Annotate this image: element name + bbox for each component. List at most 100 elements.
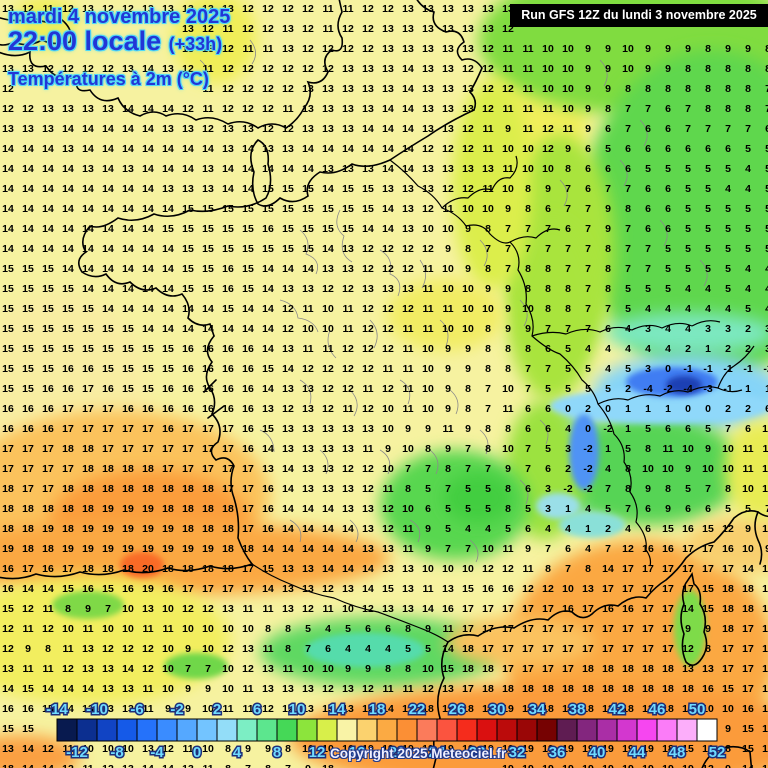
temperature-value: 13: [362, 63, 374, 75]
temperature-value: 5: [685, 163, 691, 175]
colorbar-cell: [476, 718, 498, 742]
temperature-value: 17: [662, 563, 674, 575]
temperature-value: 13: [82, 163, 94, 175]
temperature-value: 4: [645, 343, 651, 355]
temperature-value: 11: [142, 683, 153, 695]
temperature-value: 13: [422, 63, 434, 75]
temperature-value: 12: [162, 743, 174, 755]
temperature-value: 9: [745, 523, 751, 535]
temperature-value: 10: [762, 523, 768, 535]
temperature-value: 12: [362, 703, 374, 715]
temperature-value: 13: [322, 103, 334, 115]
temperature-value: 14: [62, 163, 74, 175]
temperature-value: 10: [102, 623, 114, 635]
temperature-value: 12: [302, 23, 314, 35]
temperature-value: 14: [82, 143, 94, 155]
temperature-value: 12: [182, 603, 194, 615]
temperature-value: 15: [2, 343, 14, 355]
temperature-value: 17: [702, 563, 714, 575]
temperature-value: 16: [242, 443, 254, 455]
temperature-value: 14: [362, 223, 374, 235]
colorbar-tick-top: 22: [409, 701, 426, 718]
temperature-value: 10: [502, 443, 514, 455]
temperature-value: 6: [665, 423, 671, 435]
temperature-value: 5: [565, 363, 571, 375]
temperature-value: 16: [2, 703, 14, 715]
temperature-value: 12: [422, 683, 434, 695]
temperature-value: 13: [202, 183, 214, 195]
temperature-value: 15: [102, 323, 114, 335]
temperature-value: 14: [142, 763, 154, 768]
temperature-value: 17: [42, 463, 54, 475]
temperature-value: 5: [585, 383, 591, 395]
temperature-value: 19: [42, 523, 54, 535]
temperature-value: 14: [42, 163, 54, 175]
temperature-value: 15: [102, 343, 114, 355]
temperature-value: 18: [122, 463, 134, 475]
temperature-value: 14: [362, 143, 374, 155]
temperature-value: 12: [262, 23, 274, 35]
temperature-value: 5: [745, 503, 751, 515]
temperature-value: 18: [22, 523, 34, 535]
temperature-value: 13: [402, 283, 414, 295]
temperature-value: 17: [122, 443, 134, 455]
temperature-value: 9: [585, 63, 591, 75]
model-run-label: Run GFS 12Z du lundi 3 novembre 2025: [510, 4, 768, 27]
temperature-value: 10: [542, 83, 554, 95]
temperature-colorbar: [56, 718, 718, 742]
temperature-value: 14: [82, 683, 94, 695]
temperature-value: 9: [585, 83, 591, 95]
temperature-value: 16: [262, 223, 274, 235]
temperature-value: 11: [262, 43, 273, 55]
temperature-value: 14: [62, 703, 74, 715]
temperature-value: 19: [202, 543, 214, 555]
temperature-value: 13: [322, 443, 334, 455]
temperature-value: 13: [422, 103, 434, 115]
temperature-value: 15: [42, 323, 54, 335]
temperature-value: 13: [282, 423, 294, 435]
temperature-value: 16: [42, 423, 54, 435]
temperature-value: 12: [302, 43, 314, 55]
temperature-value: 10: [202, 743, 214, 755]
temperature-value: 4: [625, 323, 631, 335]
temperature-value: 10: [682, 443, 694, 455]
temperature-value: 11: [542, 103, 553, 115]
temperature-value: 12: [362, 363, 374, 375]
temperature-value: 7: [105, 603, 111, 615]
temperature-value: 11: [742, 443, 753, 455]
temperature-value: 14: [342, 543, 354, 555]
temperature-value: 17: [602, 623, 614, 635]
temperature-value: 8: [625, 483, 631, 495]
temperature-value: 13: [322, 483, 334, 495]
temperature-value: 13: [102, 703, 114, 715]
temperature-value: 17: [82, 403, 94, 415]
temperature-value: 15: [62, 323, 74, 335]
temperature-value: 14: [102, 263, 114, 275]
temperature-value: 18: [642, 703, 654, 715]
temperature-value: 4: [765, 263, 768, 275]
temperature-value: 9: [525, 323, 531, 335]
temperature-value: 12: [362, 403, 374, 415]
temperature-value: 18: [202, 523, 214, 535]
temperature-value: 14: [82, 123, 94, 135]
temperature-value: 7: [625, 123, 631, 135]
temperature-value: 12: [302, 3, 314, 15]
temperature-value: 9: [385, 443, 391, 455]
temperature-value: 15: [242, 203, 254, 215]
country-border: [509, 228, 561, 243]
temperature-value: 13: [442, 63, 454, 75]
temperature-value: 9: [565, 143, 571, 155]
temperature-value: 14: [122, 223, 134, 235]
temperature-value: 11: [242, 703, 253, 715]
temperature-value: 17: [162, 463, 174, 475]
temperature-value: 12: [402, 303, 414, 315]
temperature-value: 12: [362, 463, 374, 475]
temperature-value: 11: [302, 303, 313, 315]
temperature-value: 14: [62, 183, 74, 195]
temperature-value: 13: [342, 443, 354, 455]
temperature-value: 13: [262, 663, 274, 675]
temperature-value: 13: [282, 43, 294, 55]
temperature-value: 7: [525, 463, 531, 475]
temperature-value: 6: [645, 203, 651, 215]
